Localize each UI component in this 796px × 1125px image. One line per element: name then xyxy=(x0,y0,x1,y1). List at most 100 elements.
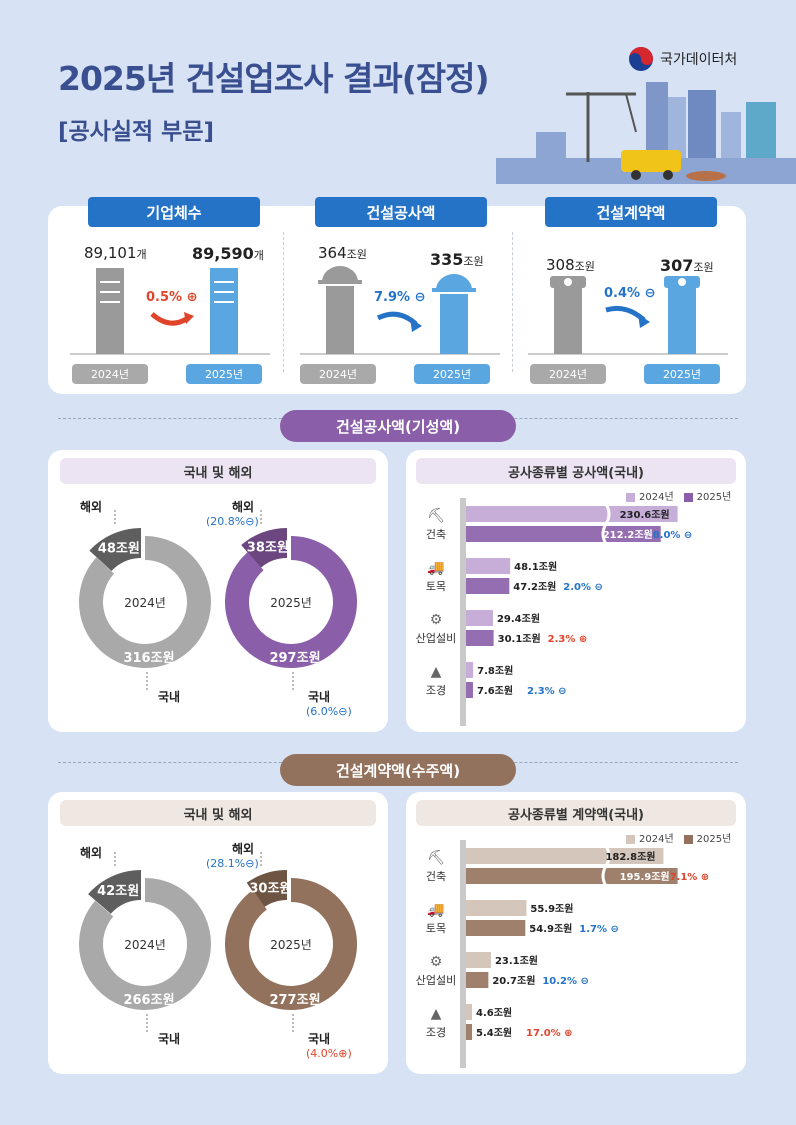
bar-value-2024: 4.6조원 xyxy=(476,1006,512,1019)
legend-2025: 2025년 xyxy=(683,830,731,845)
donut-center-label: 2024년 xyxy=(124,596,166,610)
overseas-label: 해외 xyxy=(232,842,255,856)
taegeuk-logo-icon xyxy=(629,47,653,71)
arrow-down-icon: ⊖ xyxy=(245,515,255,528)
domestic-label: 국내 xyxy=(308,690,331,704)
donut-value-domestic: 297조원 xyxy=(269,651,320,666)
bar-value-2025: 54.9조원 xyxy=(529,922,572,935)
donut-slice-domestic xyxy=(224,878,357,1010)
section-contract-header: 건설계약액(수주액) xyxy=(280,754,516,786)
bar-value-2024: 55.9조원 xyxy=(530,902,573,915)
donut-slice-domestic xyxy=(225,536,357,668)
donut-title-1: 국내 및 해외 xyxy=(60,458,376,484)
category-label: 산업설비 xyxy=(416,632,456,645)
year-2024-label: 2024년 xyxy=(72,364,148,384)
donut-center-label: 2024년 xyxy=(124,938,166,952)
axis-break xyxy=(601,845,611,887)
bar-value-2025: 47.2조원 xyxy=(513,580,556,593)
axis-bar xyxy=(460,498,466,726)
donut-slice-domestic xyxy=(79,536,211,668)
category-label: 산업설비 xyxy=(416,974,456,987)
bar-2024 xyxy=(466,506,678,522)
contract-2025-value: 307조원 xyxy=(660,256,714,275)
bar-chart-construction-type: ⛏ 건축 230.6조원 212.2조원 8.0% ⊖ 🚚 토목 48.1조원 47.2조원 2.… xyxy=(416,498,693,726)
donut-slice-overseas xyxy=(246,870,287,908)
overseas-label: 해외 xyxy=(80,846,103,860)
bar-2024 xyxy=(466,900,527,916)
mixer-truck-icon: 🚚 xyxy=(427,902,444,918)
tab-firms: 기업체수 xyxy=(88,197,260,227)
bar-change-pct: 1.7% ⊖ xyxy=(579,924,619,935)
bar-value-2024: 230.6조원 xyxy=(620,508,670,521)
donut-value-domestic: 316조원 xyxy=(123,651,174,666)
donut-value-overseas: 30조원 xyxy=(249,882,291,897)
bar-firms-2024 xyxy=(96,268,124,354)
tab-construction: 건설공사액 xyxy=(315,197,487,227)
bar-title-1: 공사종류별 공사액(국내) xyxy=(416,458,736,484)
legend-2: 2024년 2025년 xyxy=(626,830,731,845)
year-2024-label: 2024년 xyxy=(300,364,376,384)
bar-2025 xyxy=(466,682,473,698)
agency-name: 국가데이터처 xyxy=(660,52,738,68)
bar-change-pct: 17.0% ⊕ xyxy=(526,1028,573,1039)
bar-value-2025: 5.4조원 xyxy=(476,1026,512,1039)
bar-title-2: 공사종류별 계약액(국내) xyxy=(416,800,736,826)
bar-value-2024: 23.1조원 xyxy=(495,954,538,967)
year-2024-label: 2024년 xyxy=(530,364,606,384)
construction-2024-value: 364조원 xyxy=(318,244,367,262)
bar-change-pct: 10.2% ⊖ xyxy=(542,976,589,987)
category-label: 조경 xyxy=(426,684,446,697)
overseas-pct: (20.8%⊖) xyxy=(206,515,259,528)
gear-icon: ⚙ xyxy=(430,954,443,970)
donut-value-overseas: 38조원 xyxy=(247,540,289,555)
bar-2025 xyxy=(466,1024,472,1040)
contract-pct: 0.4% ⊖ xyxy=(604,286,656,301)
bar-change-pct: 8.0% ⊖ xyxy=(653,530,693,541)
donut-card-1 xyxy=(48,450,388,732)
page-subtitle: [공사실적 부문] xyxy=(58,119,214,145)
axis-bar xyxy=(460,840,466,1068)
bar-2024 xyxy=(466,848,664,864)
bar-value-2024: 48.1조원 xyxy=(514,560,557,573)
donut-slice-domestic xyxy=(78,878,211,1010)
bar-2025 xyxy=(466,630,494,646)
overseas-label: 해외 xyxy=(232,500,255,514)
tree-icon: ▲ xyxy=(431,1006,442,1022)
contract-2024-value: 308조원 xyxy=(546,256,595,274)
year-2025-label: 2025년 xyxy=(186,364,262,384)
bar-2025 xyxy=(466,526,661,542)
bar-2024 xyxy=(466,558,511,574)
year-2025-label: 2025년 xyxy=(414,364,490,384)
domestic-label: 국내 xyxy=(158,1032,181,1046)
donut-slice-overseas xyxy=(89,528,141,571)
donut-value-overseas: 48조원 xyxy=(98,542,140,557)
arrow-down-icon: ⊖ xyxy=(644,286,656,301)
construction-2025-value: 335조원 xyxy=(430,250,484,269)
bar-value-2024: 29.4조원 xyxy=(497,612,540,625)
donut-chart-contract: 2024년 42조원 266조원 2025년 30조원 277조원 xyxy=(78,852,357,1032)
bar-contract-2025 xyxy=(668,288,696,354)
firms-bars xyxy=(70,268,270,355)
firms-2024-value: 89,101개 xyxy=(84,244,147,262)
bar-2024 xyxy=(466,952,491,968)
agency-logo: 국가데이터처 xyxy=(628,46,737,72)
bar-2025 xyxy=(466,578,510,594)
divider xyxy=(512,232,513,372)
bar-2024 xyxy=(466,1004,472,1020)
bar-value-2025: 20.7조원 xyxy=(492,974,535,987)
overseas-pct: (28.1%⊖) xyxy=(206,857,259,870)
donut-center-label: 2025년 xyxy=(270,938,312,952)
bar-2025 xyxy=(466,972,489,988)
summary-card xyxy=(48,206,746,394)
legend-1: 2024년 2025년 xyxy=(626,488,731,503)
bar-change-pct: 2.3% ⊕ xyxy=(548,634,588,645)
domestic-label: 국내 xyxy=(158,690,181,704)
tab-contract: 건설계약액 xyxy=(545,197,717,227)
arrow-up-icon: ⊕ xyxy=(186,290,198,305)
bar-value-2025: 30.1조원 xyxy=(498,632,541,645)
arrow-down-icon: ⊖ xyxy=(338,705,348,718)
legend-2025: 2025년 xyxy=(683,488,731,503)
arrow-down-icon: ⊖ xyxy=(245,857,255,870)
arrow-down-icon: ⊖ xyxy=(414,290,426,305)
excavator-icon: ⛏ xyxy=(427,508,445,524)
